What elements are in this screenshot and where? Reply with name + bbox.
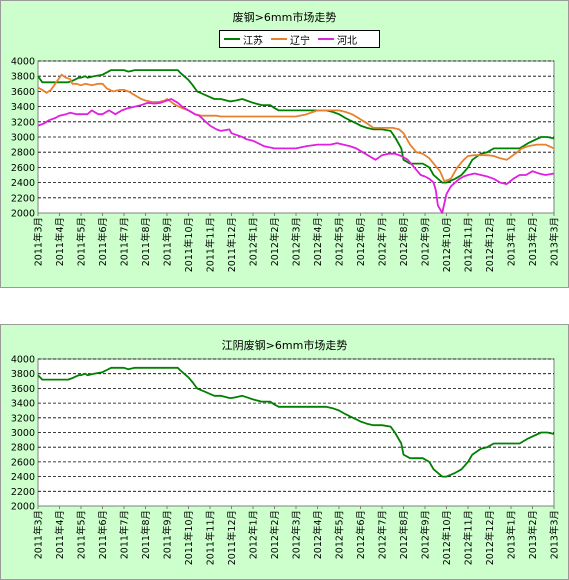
legend-label: 辽宁 [290, 35, 310, 47]
x-tick-label: 2012年12月 [484, 510, 496, 565]
y-tick-label: 2800 [11, 148, 35, 159]
chart-title: 废钢>6mm市场走势 [232, 11, 337, 24]
y-tick-label: 3800 [11, 369, 35, 380]
x-tick-label: 2012年4月 [312, 510, 324, 559]
y-tick-label: 4000 [11, 57, 35, 68]
series-line [37, 98, 555, 214]
chart-plot: 2000 2200 2400 2600 2800 3000 3200 3400 3600 3800… [11, 57, 561, 273]
legend-item: 辽宁 [271, 32, 310, 47]
y-tick-label: 2400 [11, 178, 35, 189]
x-tick-label: 2011年8月 [140, 217, 152, 266]
chart-panel-1: 废钢>6mm市场走势 江苏 辽宁 河北 2000 2200 2400 2600 2800… [0, 0, 569, 288]
x-tick-label: 2012年7月 [377, 217, 389, 266]
x-tick-label: 2012年7月 [377, 510, 389, 559]
y-tick-label: 3000 [11, 133, 35, 144]
x-tick-label: 2012年11月 [463, 510, 475, 565]
y-tick-label: 2200 [11, 487, 35, 498]
x-tick-label: 2011年9月 [162, 510, 174, 559]
legend-item: 河北 [318, 32, 357, 47]
legend-swatch [318, 38, 334, 40]
x-tick-label: 2012年3月 [291, 217, 303, 266]
chart-title: 江阴废钢>6mm市场走势 [221, 339, 348, 352]
x-tick-label: 2012年1月 [248, 217, 260, 266]
x-tick-label: 2011年11月 [205, 510, 217, 565]
y-tick-label: 2000 [11, 502, 35, 513]
y-tick-label: 2400 [11, 472, 35, 483]
x-tick-label: 2013年1月 [506, 510, 518, 559]
y-tick-label: 4000 [11, 355, 35, 366]
y-tick-label: 3200 [11, 413, 35, 424]
y-tick-label: 3400 [11, 399, 35, 410]
series-line [37, 69, 555, 184]
chart-panel-2: 江阴废钢>6mm市场走势 2000 2200 2400 2600 2800 3000 320… [0, 324, 569, 580]
x-tick-label: 2012年3月 [291, 510, 303, 559]
x-tick-label: 2012年9月 [420, 510, 432, 559]
y-tick-label: 3200 [11, 117, 35, 128]
x-tick-label: 2013年2月 [527, 217, 539, 266]
x-tick-label: 2012年11月 [463, 217, 475, 272]
legend-item: 江苏 [224, 32, 263, 47]
x-tick-label: 2011年6月 [97, 510, 109, 559]
x-tick-label: 2011年6月 [97, 217, 109, 266]
x-tick-label: 2011年3月 [33, 217, 45, 266]
y-tick-label: 2600 [11, 457, 35, 468]
x-tick-label: 2012年9月 [420, 217, 432, 266]
x-tick-label: 2011年7月 [119, 217, 131, 266]
y-tick-label: 2800 [11, 443, 35, 454]
legend-label: 河北 [337, 35, 357, 47]
x-tick-label: 2011年12月 [226, 510, 238, 565]
x-tick-label: 2012年8月 [398, 217, 410, 266]
legend: 江苏 辽宁 河北 [219, 30, 380, 48]
x-tick-label: 2011年3月 [33, 510, 45, 559]
x-tick-label: 2012年6月 [355, 217, 367, 266]
y-tick-label: 2600 [11, 163, 35, 174]
x-tick-label: 2011年10月 [183, 510, 195, 565]
x-tick-label: 2013年2月 [527, 510, 539, 559]
x-tick-label: 2011年4月 [54, 510, 66, 559]
x-tick-label: 2012年2月 [269, 510, 281, 559]
y-tick-label: 2200 [11, 193, 35, 204]
x-tick-label: 2012年10月 [441, 217, 453, 272]
x-tick-label: 2012年6月 [355, 510, 367, 559]
x-tick-label: 2013年3月 [549, 217, 561, 266]
chart-plot: 2000 2200 2400 2600 2800 3000 3200 3400 3600 3800… [11, 355, 561, 566]
x-tick-label: 2012年10月 [441, 510, 453, 565]
y-tick-label: 3600 [11, 384, 35, 395]
x-tick-label: 2012年8月 [398, 510, 410, 559]
legend-label: 江苏 [243, 35, 263, 47]
series-line [37, 366, 555, 478]
y-tick-label: 3800 [11, 72, 35, 83]
x-tick-label: 2011年12月 [226, 217, 238, 272]
x-tick-label: 2012年5月 [334, 510, 346, 559]
x-tick-label: 2013年3月 [549, 510, 561, 559]
legend-swatch [271, 38, 287, 40]
legend-swatch [224, 38, 240, 40]
x-tick-label: 2012年4月 [312, 217, 324, 266]
series-line [37, 73, 555, 182]
y-tick-label: 2000 [11, 209, 35, 220]
y-tick-label: 3600 [11, 87, 35, 98]
x-tick-label: 2011年10月 [183, 217, 195, 272]
x-tick-label: 2012年12月 [484, 217, 496, 272]
x-tick-label: 2011年8月 [140, 510, 152, 559]
x-tick-label: 2011年5月 [76, 217, 88, 266]
y-tick-label: 3400 [11, 102, 35, 113]
x-tick-label: 2011年5月 [76, 510, 88, 559]
x-tick-label: 2011年4月 [54, 217, 66, 266]
x-tick-label: 2013年1月 [506, 217, 518, 266]
x-tick-label: 2011年11月 [205, 217, 217, 272]
x-tick-label: 2012年1月 [248, 510, 260, 559]
x-tick-label: 2011年7月 [119, 510, 131, 559]
y-tick-label: 3000 [11, 428, 35, 439]
x-tick-label: 2012年5月 [334, 217, 346, 266]
x-tick-label: 2011年9月 [162, 217, 174, 266]
x-tick-label: 2012年2月 [269, 217, 281, 266]
